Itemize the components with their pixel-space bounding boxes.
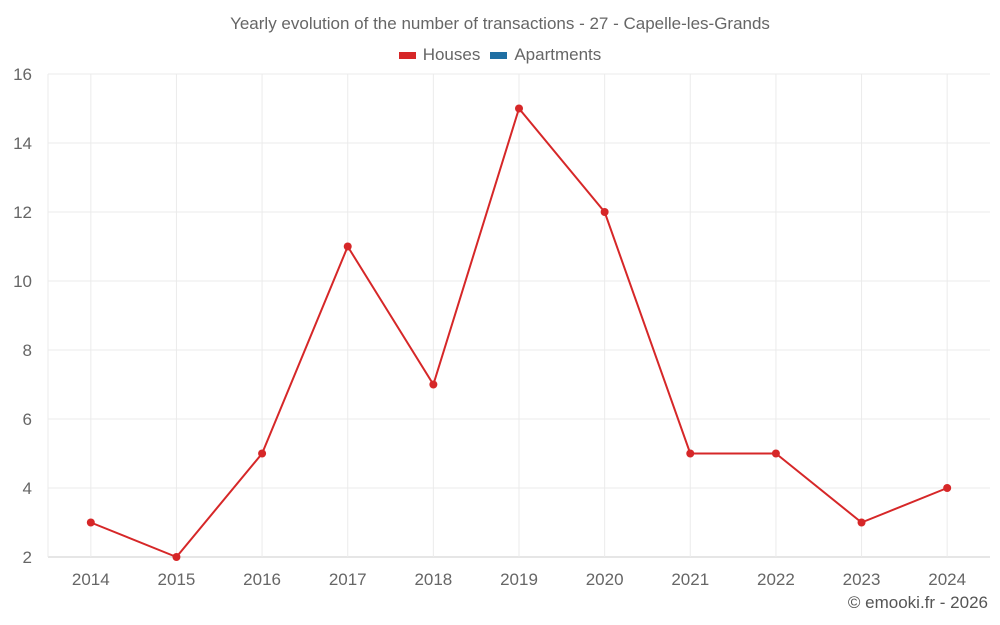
credit-text: © emooki.fr - 2026 [847, 593, 988, 612]
chart-title: Yearly evolution of the number of transa… [230, 14, 770, 33]
data-point[interactable] [686, 449, 695, 458]
data-point[interactable] [943, 484, 952, 492]
y-tick-label: 6 [23, 410, 32, 429]
houses-series [86, 104, 952, 561]
x-tick-label: 2017 [329, 570, 367, 589]
y-tick-label: 12 [13, 203, 32, 222]
y-tick-label: 4 [23, 479, 32, 498]
data-point[interactable] [857, 518, 866, 527]
y-tick-label: 16 [13, 65, 32, 84]
legend-item-houses[interactable]: Houses [398, 45, 481, 65]
data-point[interactable] [172, 553, 181, 561]
x-tick-label: 2021 [671, 570, 709, 589]
y-tick-label: 8 [23, 341, 32, 360]
y-tick-label: 10 [13, 272, 32, 291]
y-tick-label: 2 [23, 548, 32, 567]
x-tick-label: 2019 [500, 570, 538, 589]
data-point[interactable] [600, 208, 609, 216]
houses-swatch-icon [398, 51, 416, 59]
x-tick-label: 2016 [243, 570, 281, 589]
legend-label-apartments: Apartments [514, 45, 602, 64]
x-tick-label: 2020 [586, 570, 624, 589]
x-tick-label: 2014 [72, 570, 110, 589]
data-point[interactable] [429, 380, 438, 389]
data-point[interactable] [343, 242, 352, 251]
data-point[interactable] [515, 104, 523, 113]
x-tick-label: 2015 [158, 570, 196, 589]
x-tick-label: 2018 [414, 570, 452, 589]
data-point[interactable] [258, 449, 267, 458]
y-tick-label: 14 [13, 134, 32, 153]
legend: Houses Apartments [0, 45, 1000, 65]
apartments-swatch-icon [490, 51, 508, 59]
axes: 2 4 6 8 10 12 14 16 2014 2015 2016 2017 2018 2019 2020… [13, 65, 966, 589]
data-point[interactable] [86, 518, 95, 527]
x-tick-label: 2024 [928, 570, 966, 589]
x-tick-label: 2023 [843, 570, 881, 589]
legend-item-apartments[interactable]: Apartments [490, 45, 601, 65]
gridlines [47, 73, 990, 558]
x-tick-label: 2022 [757, 570, 795, 589]
legend-label-houses: Houses [422, 45, 481, 64]
data-point[interactable] [771, 449, 780, 458]
